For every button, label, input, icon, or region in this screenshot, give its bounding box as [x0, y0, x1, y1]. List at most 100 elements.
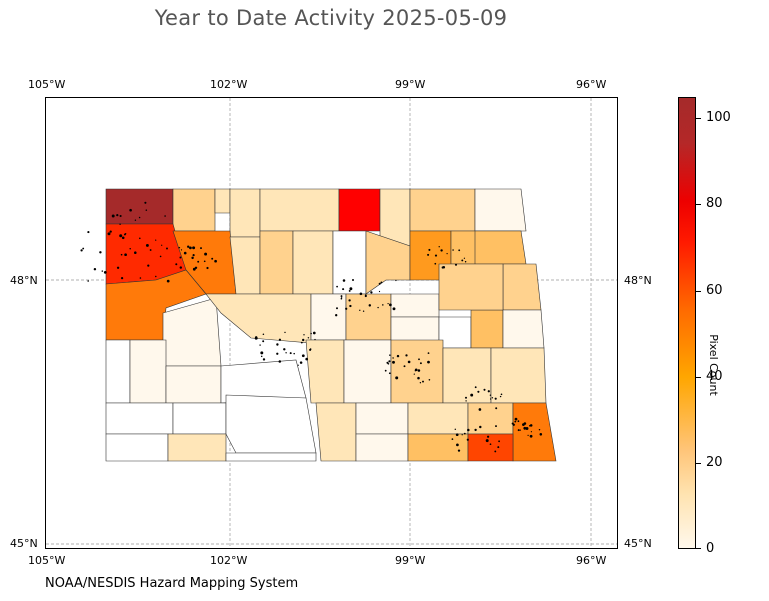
fire-detection-dot	[392, 360, 395, 364]
fire-detection-dot	[427, 253, 430, 256]
county-mchenry	[259, 230, 294, 295]
county-sioux	[225, 452, 317, 462]
county-lamoure	[407, 402, 469, 435]
fire-detection-dot	[457, 449, 461, 452]
lon-label-105w-top: 105°W	[28, 78, 66, 91]
fire-detection-dot	[538, 428, 541, 431]
fire-detection-dot	[378, 282, 381, 285]
fire-detection-dot	[364, 294, 367, 298]
fire-detection-dot	[278, 338, 282, 341]
county-renville	[214, 188, 231, 214]
fire-detection-dot	[514, 417, 518, 421]
fire-detection-dot	[418, 358, 420, 361]
fire-detection-dot	[487, 435, 490, 438]
county-adams	[167, 433, 227, 462]
county-stark	[165, 365, 222, 404]
county-grant	[225, 394, 317, 454]
county-towner	[338, 188, 381, 232]
fire-detection-dot	[478, 408, 482, 411]
fire-detection-dot	[259, 344, 261, 346]
county-sheridan	[310, 293, 347, 341]
fire-detection-dot	[464, 261, 467, 263]
fire-detection-dot	[254, 336, 258, 340]
fire-detection-dot	[384, 369, 387, 372]
colorbar-title: Pixel Count	[707, 334, 720, 396]
fire-detection-dot	[440, 249, 443, 252]
fire-detection-dot	[417, 376, 420, 380]
fire-detection-dot	[111, 214, 115, 218]
county-golden-valley	[105, 339, 131, 404]
fire-detection-dot	[119, 234, 123, 238]
colorbar-label-80: 80	[706, 196, 723, 211]
county-bottineau	[229, 188, 261, 238]
fire-detection-dot	[387, 302, 389, 305]
fire-detection-dot	[166, 279, 170, 283]
fire-detection-dot	[103, 271, 107, 274]
fire-detection-dot	[403, 365, 406, 368]
fire-detection-dot	[138, 216, 141, 219]
fire-detection-dot	[314, 338, 316, 341]
county-traill	[502, 263, 542, 311]
colorbar-tick-60	[696, 291, 701, 292]
fire-detection-dot	[211, 257, 214, 260]
fire-detection-dot	[262, 333, 265, 335]
fire-detection-dot	[395, 376, 399, 380]
fire-detection-dot	[463, 257, 466, 259]
fire-detection-dot	[175, 263, 178, 266]
fire-detection-dot	[387, 362, 390, 365]
fire-detection-dot	[129, 208, 132, 212]
county-mcintosh	[355, 433, 409, 462]
colorbar-tick-40	[696, 377, 701, 378]
fire-detection-dot	[87, 231, 90, 234]
map-frame	[45, 97, 618, 549]
fire-detection-dot	[307, 337, 310, 339]
county-billings	[129, 339, 167, 404]
fire-detection-dot	[511, 422, 514, 425]
fire-detection-dot	[119, 223, 121, 225]
map-svg	[46, 98, 617, 548]
fire-detection-dot	[494, 397, 497, 400]
county-dunn	[162, 297, 222, 367]
fire-detection-dot	[260, 355, 263, 358]
fire-detection-dot	[180, 249, 183, 251]
fire-detection-dot	[80, 249, 83, 252]
fire-detection-dot	[187, 245, 190, 248]
lat-label-45n-left: 45°N	[10, 537, 38, 550]
fire-detection-dot	[491, 397, 494, 399]
colorbar-label-20: 20	[706, 455, 723, 470]
fire-detection-dot	[529, 424, 533, 427]
fire-detection-dot	[312, 331, 316, 335]
fire-detection-dot	[335, 314, 338, 317]
fire-detection-dot	[380, 281, 383, 284]
fire-detection-dot	[348, 299, 351, 302]
fire-detection-dot	[161, 244, 163, 246]
fire-detection-dot	[305, 357, 309, 361]
lon-label-105w-bottom: 105°W	[28, 554, 66, 567]
lat-label-48n-left: 48°N	[10, 274, 38, 287]
fire-detection-dot	[164, 215, 166, 217]
fire-detection-dot	[262, 358, 266, 361]
colorbar-tick-100	[696, 118, 701, 119]
fire-detection-dot	[489, 394, 492, 396]
fire-detection-dot	[359, 292, 363, 296]
county-burleigh	[305, 339, 345, 404]
county-mclean	[205, 293, 312, 344]
fire-detection-dot	[389, 354, 391, 356]
county-trill-east	[502, 309, 545, 349]
fire-detection-dot	[530, 431, 533, 433]
fire-detection-dot	[309, 348, 312, 351]
fire-detection-dot	[514, 420, 517, 423]
fire-detection-dot	[417, 369, 421, 372]
fire-detection-dot	[523, 426, 527, 430]
fire-detection-dot	[539, 433, 543, 436]
county-barnes	[442, 347, 492, 404]
fire-detection-dot	[178, 246, 181, 249]
fire-detection-dot	[123, 233, 126, 236]
lon-label-102w-bottom: 102°W	[210, 554, 248, 567]
county-richland	[512, 402, 557, 462]
colorbar-tick-0	[696, 548, 701, 549]
fire-detection-dot	[284, 331, 286, 334]
fire-detection-dot	[155, 275, 157, 278]
fire-detection-dot	[485, 439, 489, 443]
chart-title: Year to Date Activity 2025-05-09	[154, 6, 508, 30]
